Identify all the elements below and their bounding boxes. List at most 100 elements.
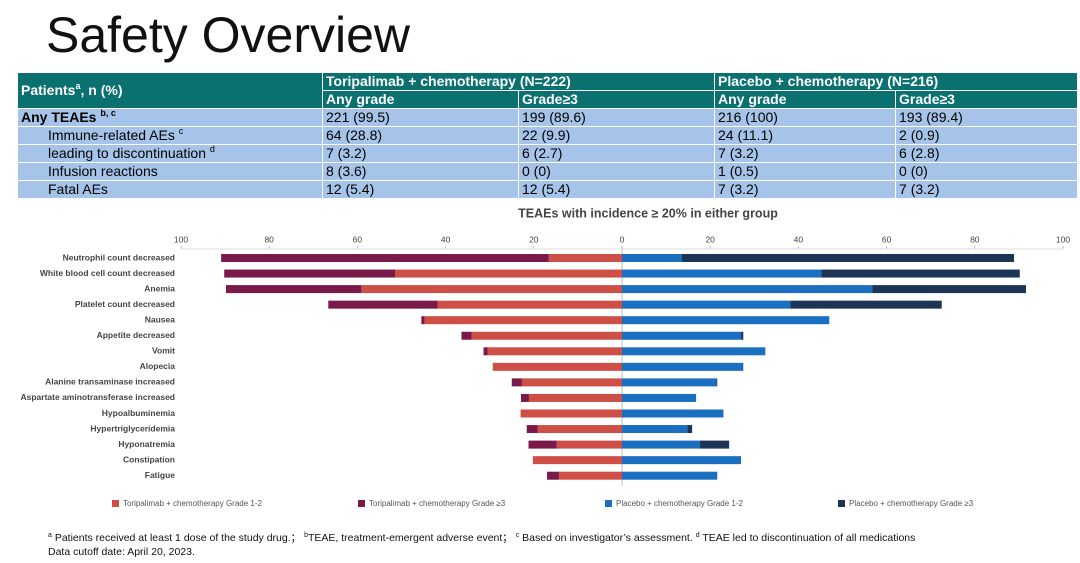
bar-segment <box>622 269 822 278</box>
bar-segment <box>622 254 682 262</box>
x-tick-label: 100 <box>174 234 188 244</box>
bar-segment <box>622 425 688 434</box>
category-label: Constipation <box>123 454 175 464</box>
bar-segment <box>547 471 559 480</box>
superscript: a <box>75 81 81 91</box>
slide-title: Safety Overview <box>46 7 411 63</box>
footnote-text: TEAE led to discontinuation of all medic… <box>699 532 916 544</box>
bar-segment <box>532 456 622 465</box>
bar-segment <box>556 440 622 449</box>
bar-segment <box>521 378 622 387</box>
category-label: Alanine transaminase increased <box>45 377 175 387</box>
footnote-text: Patients received at least 1 dose of the… <box>51 532 302 544</box>
bar-segment <box>225 285 362 294</box>
row-label: Fatal AEs <box>17 180 323 199</box>
table-cell: 64 (28.8) <box>322 126 519 145</box>
table-cell: 1 (0.5) <box>714 162 897 181</box>
bar-segment <box>622 300 791 309</box>
table-cell: 216 (100) <box>714 108 897 127</box>
category-label: Aspartate aminotransferase increased <box>21 392 176 402</box>
x-tick-label: 60 <box>353 234 363 244</box>
table-row: Immune-related AEs c 64 (28.8) 22 (9.9) 24 … <box>17 126 1079 145</box>
bar-segment <box>483 347 488 356</box>
category-label: Alopecia <box>140 361 176 371</box>
category-label: Neutrophil count decreased <box>63 252 175 262</box>
subheader: Any grade <box>322 90 519 109</box>
category-label: Vomit <box>152 346 175 356</box>
table-row: Fatal AEs 12 (5.4) 12 (5.4) 7 (3.2) 7 (3.2) <box>17 180 1079 199</box>
category-label: Fatigue <box>145 470 175 480</box>
bar-segment <box>521 393 529 402</box>
row-label-text: Any TEAEs <box>21 109 97 125</box>
bar-segment <box>741 331 744 340</box>
table-cell: 6 (2.8) <box>895 144 1079 163</box>
row-label-text: leading to discontinuation <box>48 145 207 161</box>
bar-segment <box>421 316 425 325</box>
footnote-text: Based on investigator’s assessment. <box>519 532 693 544</box>
bar-segment <box>687 425 693 434</box>
row-label-text: Infusion reactions <box>48 163 158 179</box>
table-cell: 7 (3.2) <box>895 180 1079 199</box>
bar-segment <box>548 254 622 262</box>
cutoff-note: Data cutoff date: April 20, 2023. <box>48 546 195 558</box>
footnote-text: TEAE, treatment-emergent adverse event； <box>307 532 513 544</box>
table-cell: 199 (89.6) <box>517 108 716 127</box>
bar-segment <box>395 269 622 278</box>
footnotes: a Patients received at least 1 dose of t… <box>48 531 915 559</box>
bar-segment <box>622 393 697 402</box>
category-label: Anemia <box>144 283 175 293</box>
legend-label: Toripalimab + chemotherapy Grade ≥3 <box>369 499 506 508</box>
table-cell: 24 (11.1) <box>714 126 897 145</box>
bar-segment <box>528 440 557 449</box>
subheader-row: Any grade Grade≥3 Any grade Grade≥3 <box>18 90 1079 109</box>
table-cell: 12 (5.4) <box>517 180 716 199</box>
table-cell: 7 (3.2) <box>322 144 519 163</box>
table-cell: 22 (9.9) <box>517 126 716 145</box>
x-tick-label: 0 <box>620 234 625 244</box>
bar-segment <box>471 331 622 340</box>
bar-segment <box>872 285 1026 294</box>
x-tick-label: 20 <box>705 234 715 244</box>
category-label: Nausea <box>145 314 176 324</box>
subheader: Any grade <box>714 90 897 109</box>
bar-segment <box>622 331 742 340</box>
footnote-mark: b <box>304 532 308 539</box>
legend-swatch <box>358 500 365 507</box>
footnote-mark: c <box>515 532 520 539</box>
bar-segment <box>424 316 622 325</box>
superscript: d <box>209 144 215 154</box>
x-tick-label: 20 <box>529 234 539 244</box>
x-tick-label: 80 <box>970 234 980 244</box>
category-label: White blood cell count decreased <box>40 268 175 278</box>
bar-segment <box>622 378 717 387</box>
bar-segment <box>622 456 742 465</box>
category-label: Appetite decreased <box>97 330 175 340</box>
bar-segment <box>821 269 1020 278</box>
row-label: Immune-related AEs c <box>17 126 323 145</box>
row-label-text: Immune-related AEs <box>48 127 175 143</box>
bar-segment <box>461 331 472 340</box>
table-row: Any TEAEs b, c 221 (99.5) 199 (89.6) 216 (1… <box>17 108 1079 127</box>
bar-segment <box>511 378 522 387</box>
bar-segment <box>492 362 622 371</box>
table-cell: 7 (3.2) <box>714 180 897 199</box>
category-label: Platelet count decreased <box>75 299 175 309</box>
footnote-mark: a <box>48 532 52 539</box>
bar-segment <box>361 285 622 294</box>
bar-segment <box>681 254 1015 262</box>
footnote-mark: d <box>695 532 700 539</box>
x-tick-label: 40 <box>441 234 451 244</box>
bar-segment <box>328 300 438 309</box>
x-tick-label: 80 <box>264 234 274 244</box>
bar-segment <box>221 254 549 262</box>
bar-segment <box>700 440 730 449</box>
legend-swatch <box>605 500 612 507</box>
chart-title: TEAEs with incidence ≥ 20% in either gro… <box>518 206 778 220</box>
subheader: Grade≥3 <box>895 90 1079 109</box>
table-cell: 8 (3.6) <box>322 162 519 181</box>
table-body: Patientsa, n (%) Toripalimab + chemothera… <box>17 72 1079 199</box>
footnote-line: a Patients received at least 1 dose of t… <box>48 531 915 545</box>
bar-segment <box>622 347 766 356</box>
row-label-text: Fatal AEs <box>48 181 108 197</box>
